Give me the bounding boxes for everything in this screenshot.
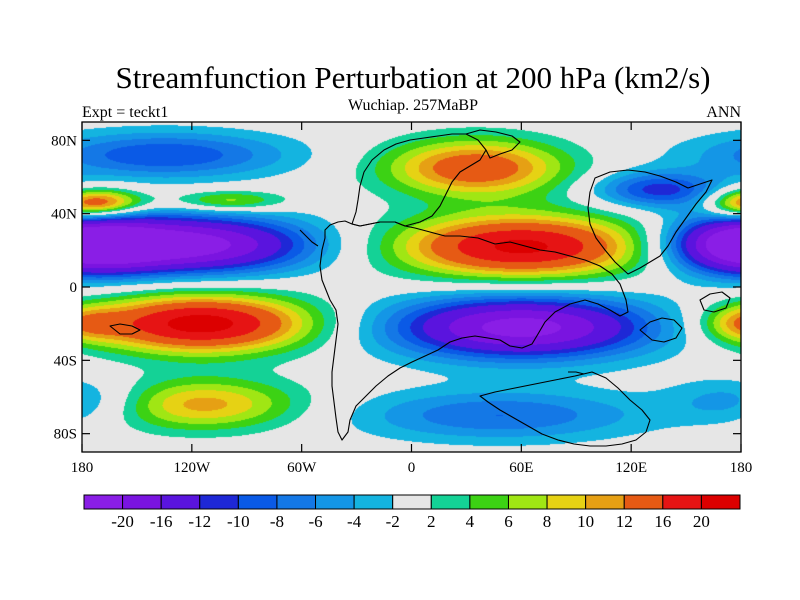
continent-outline-east (587, 169, 713, 275)
colorbar-swatch (469, 494, 509, 510)
coast-fragment (699, 291, 731, 313)
colorbar: -20 -16 -12 -10 -8 -6 -4 -2 2 4 6 8 10 12 16 20 (83, 494, 741, 531)
coast-fragment (568, 371, 585, 375)
x-tick-label: 180 (71, 460, 94, 476)
x-tick-label: 60E (509, 460, 533, 476)
colorbar-swatch (546, 494, 587, 510)
y-tick-label: 80N (51, 133, 77, 149)
colorbar-swatch (237, 494, 278, 510)
colorbar-swatch (122, 494, 162, 510)
colorbar-swatch (623, 494, 664, 510)
y-tick-label: 0 (70, 280, 78, 296)
y-tick-label: 40N (51, 207, 77, 223)
continent-outlines (109, 129, 731, 447)
colorbar-label: -6 (308, 512, 322, 531)
colorbar-swatch (353, 494, 394, 510)
colorbar-swatch (700, 494, 741, 510)
colorbar-swatch (392, 494, 432, 510)
colorbar-label: 16 (654, 512, 671, 531)
colorbar-label: 8 (543, 512, 552, 531)
colorbar-label: 4 (466, 512, 475, 531)
colorbar-swatch (83, 494, 124, 510)
colorbar-swatch (160, 494, 201, 510)
season-label: ANN (706, 104, 741, 121)
colorbar-label: 10 (577, 512, 594, 531)
colorbar-swatch (585, 494, 625, 510)
colorbar-label: -12 (188, 512, 211, 531)
y-tick-label: 40S (54, 353, 77, 369)
colorbar-label: -4 (347, 512, 362, 531)
coast-fragment (639, 317, 683, 343)
colorbar-label: 6 (504, 512, 513, 531)
continent-outline-south (479, 371, 651, 447)
colorbar-swatch (315, 494, 355, 510)
chart-title: Streamfunction Perturbation at 200 hPa (… (116, 60, 711, 95)
coast-fragment (299, 229, 319, 247)
plot-area: 180 120W 60W 0 60E 120E 180 80N 40N 0 40S 80S (51, 121, 753, 476)
colorbar-swatch (507, 494, 548, 510)
colorbar-label: -2 (386, 512, 400, 531)
colorbar-label: 12 (616, 512, 633, 531)
colorbar-swatch (276, 494, 317, 510)
colorbar-label: -8 (270, 512, 284, 531)
continent-outline-arm (465, 129, 521, 159)
streamfunction-field (82, 122, 741, 452)
colorbar-label: -16 (150, 512, 173, 531)
colorbar-swatch (199, 494, 239, 510)
x-tick-label: 180 (730, 460, 753, 476)
colorbar-swatch (430, 494, 471, 510)
continent-outline-main (319, 220, 629, 441)
colorbar-label: -20 (111, 512, 134, 531)
colorbar-swatch (662, 494, 702, 510)
period-label: Wuchiap. 257MaBP (348, 97, 478, 114)
colorbar-label: 2 (427, 512, 436, 531)
y-axis: 80N 40N 0 40S 80S (51, 133, 741, 443)
colorbar-label: 20 (693, 512, 710, 531)
x-tick-label: 120E (615, 460, 647, 476)
experiment-label: Expt = teckt1 (82, 104, 168, 121)
x-tick-label: 0 (408, 460, 416, 476)
y-tick-label: 80S (54, 427, 77, 443)
x-axis: 180 120W 60W 0 60E 120E 180 (71, 122, 753, 476)
x-tick-label: 120W (173, 460, 211, 476)
coast-fragment (109, 323, 141, 335)
colorbar-label: -10 (227, 512, 250, 531)
x-tick-label: 60W (287, 460, 317, 476)
